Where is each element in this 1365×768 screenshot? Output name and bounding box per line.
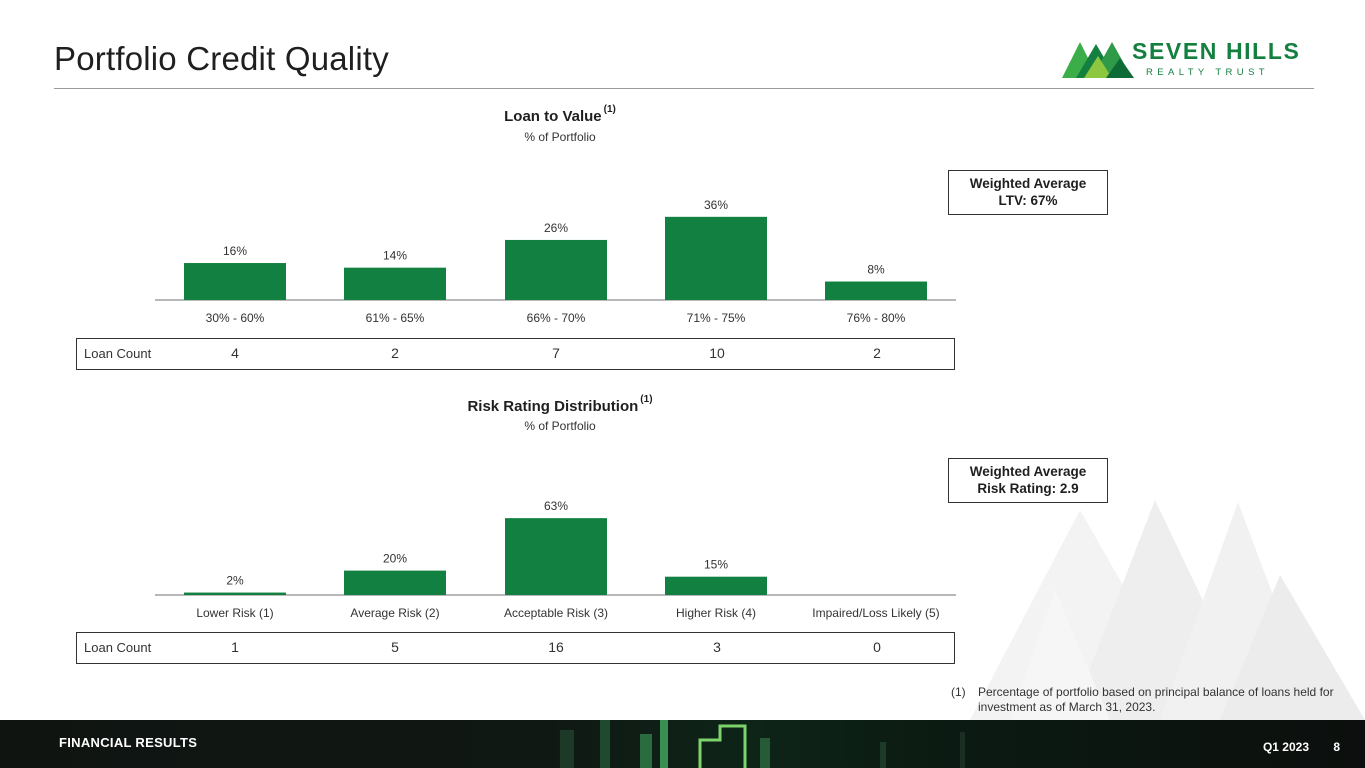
- logo-name: SEVEN HILLS: [1132, 38, 1301, 64]
- risk-loan-count-value: 16: [548, 639, 564, 655]
- ltv-chart-title: Loan to Value (1): [300, 104, 820, 125]
- footnote-text: Percentage of portfolio based on princip…: [978, 685, 1334, 714]
- page-title: Portfolio Credit Quality: [54, 40, 389, 77]
- ltv-loan-count-value: 2: [873, 345, 881, 361]
- risk-category-label: Acceptable Risk (3): [504, 606, 608, 620]
- ltv-loan-count-label: Loan Count: [84, 346, 152, 361]
- footer-section-label: FINANCIAL RESULTS: [59, 735, 198, 750]
- risk-data-label: 20%: [383, 552, 407, 566]
- risk-chart-title: Risk Rating Distribution (1): [300, 394, 820, 415]
- footer-chart-art-icon: [560, 720, 965, 768]
- ltv-category-label: 61% - 65%: [366, 311, 425, 325]
- risk-chart-subtitle: % of Portfolio: [524, 419, 596, 433]
- ltv-bar: [665, 216, 767, 300]
- ltv-data-label: 26%: [544, 221, 568, 235]
- mountains-logo-icon: [1062, 42, 1134, 78]
- ltv-loan-count-value: 7: [552, 345, 560, 361]
- risk-data-label: 15%: [704, 558, 728, 572]
- risk-bar: [665, 576, 767, 595]
- risk-footnote-ref: (1): [640, 394, 653, 405]
- ltv-data-label: 8%: [867, 263, 885, 277]
- ltv-data-label: 16%: [223, 244, 247, 258]
- ltv-weighted-line2: LTV: 67%: [998, 193, 1058, 208]
- risk-bar: [505, 518, 607, 595]
- risk-bar: [184, 592, 286, 595]
- risk-bar: [344, 570, 446, 595]
- risk-data-label: 2%: [226, 574, 244, 588]
- logo-subtitle: REALTY TRUST: [1146, 67, 1270, 78]
- ltv-loan-count-value: 2: [391, 345, 399, 361]
- ltv-bar: [184, 263, 286, 300]
- risk-loan-count-value: 1: [231, 639, 239, 655]
- risk-category-label: Higher Risk (4): [676, 606, 756, 620]
- risk-weighted-average-box: Weighted Average Risk Rating: 2.9: [948, 458, 1108, 503]
- ltv-bar: [505, 239, 607, 300]
- risk-weighted-line2: Risk Rating: 2.9: [977, 481, 1079, 496]
- risk-title-text: Risk Rating Distribution: [467, 398, 639, 415]
- ltv-bar: [344, 267, 446, 300]
- title-divider: [54, 88, 1314, 89]
- ltv-loan-count-value: 4: [231, 345, 239, 361]
- risk-data-label: 63%: [544, 499, 568, 513]
- risk-loan-count-value: 3: [713, 639, 721, 655]
- ltv-chart-subtitle: % of Portfolio: [524, 130, 596, 144]
- ltv-category-label: 30% - 60%: [206, 311, 265, 325]
- ltv-footnote-ref: (1): [603, 104, 616, 115]
- ltv-data-label: 36%: [704, 198, 728, 212]
- ltv-category-label: 71% - 75%: [687, 311, 746, 325]
- ltv-loan-count-value: 10: [709, 345, 725, 361]
- risk-loan-count-label: Loan Count: [84, 640, 152, 655]
- background-mountains-icon: [970, 500, 1365, 720]
- ltv-category-label: 66% - 70%: [527, 311, 586, 325]
- risk-loan-count-value: 0: [873, 639, 881, 655]
- ltv-category-label: 76% - 80%: [847, 311, 906, 325]
- ltv-weighted-line1: Weighted Average: [969, 176, 1087, 191]
- ltv-title-text: Loan to Value: [504, 108, 602, 125]
- ltv-loan-count-box: Loan Count 4 2 7 10 2: [76, 338, 955, 370]
- risk-category-label: Impaired/Loss Likely (5): [812, 606, 939, 620]
- footer-bar: FINANCIAL RESULTS Q1 2023 8: [0, 720, 1365, 768]
- risk-category-label: Lower Risk (1): [196, 606, 273, 620]
- ltv-weighted-average-box: Weighted Average LTV: 67%: [948, 170, 1108, 215]
- risk-loan-count-value: 5: [391, 639, 399, 655]
- footnote-number: (1): [951, 685, 966, 699]
- footer-page-number: 8: [1333, 740, 1340, 754]
- risk-weighted-line1: Weighted Average: [969, 464, 1087, 479]
- ltv-bar: [825, 281, 927, 300]
- ltv-data-label: 14%: [383, 249, 407, 263]
- footer-period: Q1 2023: [1262, 740, 1309, 754]
- risk-loan-count-box: Loan Count 1 5 16 3 0: [76, 632, 955, 664]
- risk-category-label: Average Risk (2): [350, 606, 439, 620]
